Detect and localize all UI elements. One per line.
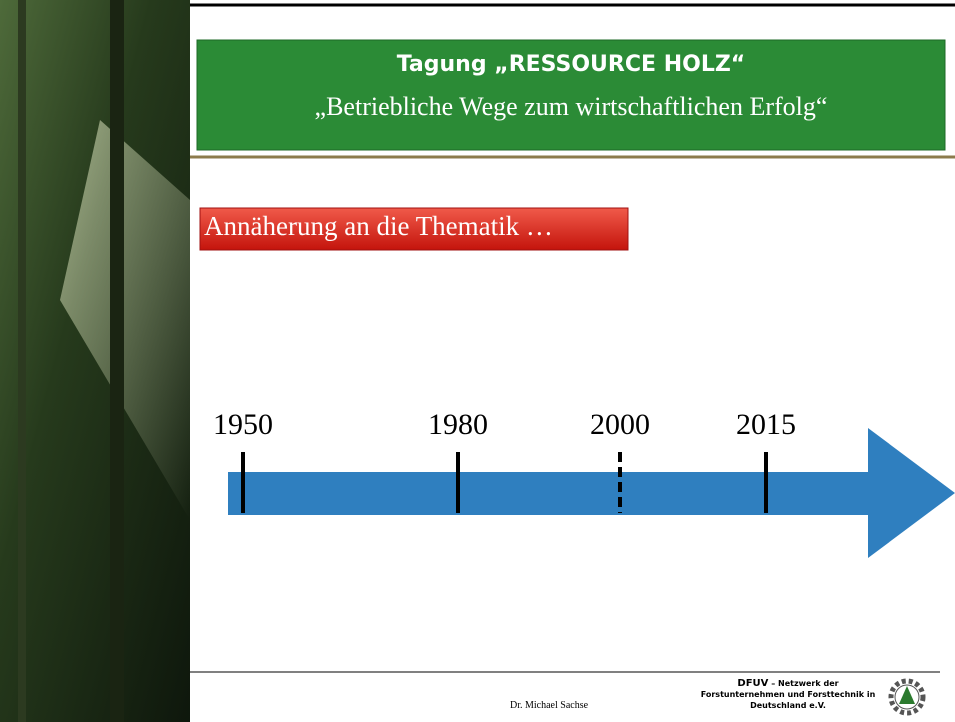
timeline-label: 1980 [428,408,488,442]
section-label: Annäherung an die Thematik … [204,211,553,242]
slide: Tagung „RESSOURCE HOLZ“ „Betriebliche We… [0,0,955,722]
timeline-label: 2015 [736,408,796,442]
org-name: – Netzwerk der Forstunternehmen und Fors… [701,679,876,710]
tree-trunk [110,0,124,722]
header-subtitle: „Betriebliche Wege zum wirtschaftlichen … [197,92,945,122]
footer-author: Dr. Michael Sachse [510,700,588,711]
header-title: Tagung „RESSOURCE HOLZ“ [197,52,945,77]
timeline-arrow [228,428,955,558]
org-abbr: DFUV [737,678,768,689]
logo [891,681,923,713]
tree-trunk [18,0,26,722]
footer-org: DFUV – Netzwerk der Forstunternehmen und… [700,678,876,711]
timeline-label: 1950 [213,408,273,442]
timeline-label: 2000 [590,408,650,442]
